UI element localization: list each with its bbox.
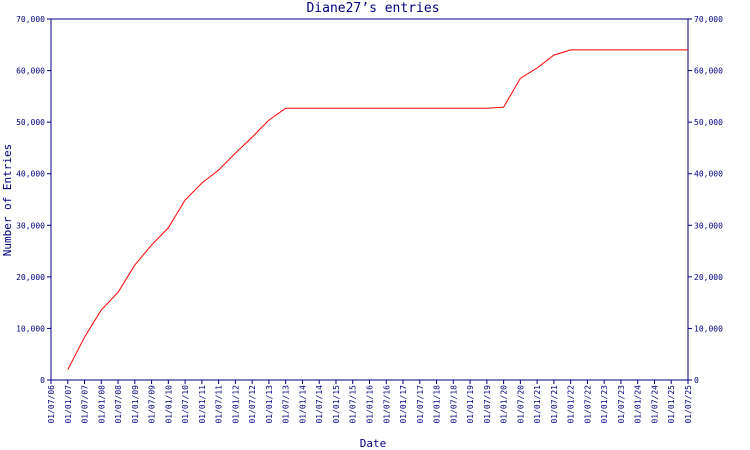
x-tick-label: 01/01/12 bbox=[231, 385, 240, 424]
y2-tick-label: 70,000 bbox=[694, 15, 723, 24]
chart-title: Diane27’s entries bbox=[306, 1, 439, 16]
x-tick-label: 01/07/07 bbox=[81, 385, 90, 424]
x-tick-label: 01/07/22 bbox=[583, 385, 592, 424]
x-tick-label: 01/01/13 bbox=[265, 385, 274, 424]
y2-tick-label: 30,000 bbox=[694, 221, 723, 230]
x-tick-label: 01/01/18 bbox=[433, 385, 442, 424]
x-tick-label: 01/07/06 bbox=[47, 385, 56, 424]
x-tick-label: 01/01/20 bbox=[500, 385, 509, 424]
y-axis-label: Number of Entries bbox=[1, 144, 14, 257]
x-tick-label: 01/07/15 bbox=[349, 385, 358, 424]
plot-frame bbox=[50, 18, 689, 381]
x-tick-label: 01/07/08 bbox=[114, 385, 123, 424]
x-tick-label: 01/07/14 bbox=[315, 385, 324, 424]
x-tick-label: 01/01/21 bbox=[533, 385, 542, 424]
x-tick-label: 01/01/23 bbox=[600, 385, 609, 424]
x-tick-label: 01/01/15 bbox=[332, 385, 341, 424]
y2-tick-label: 60,000 bbox=[694, 67, 723, 76]
x-tick-label: 01/07/12 bbox=[248, 385, 257, 424]
y-tick-label: 50,000 bbox=[16, 118, 45, 127]
x-tick-label: 01/07/13 bbox=[282, 385, 291, 424]
x-tick-label: 01/07/20 bbox=[516, 385, 525, 424]
y2-tick-label: 10,000 bbox=[694, 324, 723, 333]
x-tick-label: 01/01/09 bbox=[131, 385, 140, 424]
x-tick-label: 01/07/25 bbox=[684, 385, 693, 424]
y2-tick-label: 50,000 bbox=[694, 118, 723, 127]
x-tick-label: 01/01/24 bbox=[634, 385, 643, 424]
x-tick-label: 01/01/14 bbox=[298, 385, 307, 424]
x-tick-label: 01/07/18 bbox=[449, 385, 458, 424]
y2-tick-label: 20,000 bbox=[694, 273, 723, 282]
x-tick-label: 01/07/10 bbox=[181, 385, 190, 424]
y-tick-label: 40,000 bbox=[16, 170, 45, 179]
y-tick-label: 70,000 bbox=[16, 15, 45, 24]
x-tick-label: 01/01/10 bbox=[164, 385, 173, 424]
data-line bbox=[67, 49, 688, 370]
x-tick-label: 01/07/17 bbox=[416, 385, 425, 424]
x-tick-label: 01/01/11 bbox=[198, 385, 207, 424]
y-tick-label: 30,000 bbox=[16, 221, 45, 230]
x-tick-label: 01/07/09 bbox=[148, 385, 157, 424]
x-tick-label: 01/01/08 bbox=[97, 385, 106, 424]
y-tick-label: 20,000 bbox=[16, 273, 45, 282]
x-tick-label: 01/07/19 bbox=[483, 385, 492, 424]
x-tick-label: 01/01/25 bbox=[667, 385, 676, 424]
y2-tick-label: 40,000 bbox=[694, 170, 723, 179]
x-tick-label: 01/07/21 bbox=[550, 385, 559, 424]
x-tick-label: 01/07/23 bbox=[617, 385, 626, 424]
x-tick-label: 01/01/19 bbox=[466, 385, 475, 424]
x-tick-label: 01/01/16 bbox=[366, 385, 375, 424]
y2-tick-label: 0 bbox=[694, 376, 699, 385]
y-tick-label: 0 bbox=[40, 376, 45, 385]
x-tick-label: 01/07/11 bbox=[215, 385, 224, 424]
x-tick-label: 01/01/22 bbox=[567, 385, 576, 424]
y-tick-label: 10,000 bbox=[16, 324, 45, 333]
x-axis-label: Date bbox=[360, 437, 387, 450]
y-tick-label: 60,000 bbox=[16, 67, 45, 76]
x-tick-label: 01/01/17 bbox=[399, 385, 408, 424]
x-tick-label: 01/07/24 bbox=[650, 385, 659, 424]
x-tick-label: 01/07/16 bbox=[382, 385, 391, 424]
x-tick-label: 01/01/07 bbox=[64, 385, 73, 424]
